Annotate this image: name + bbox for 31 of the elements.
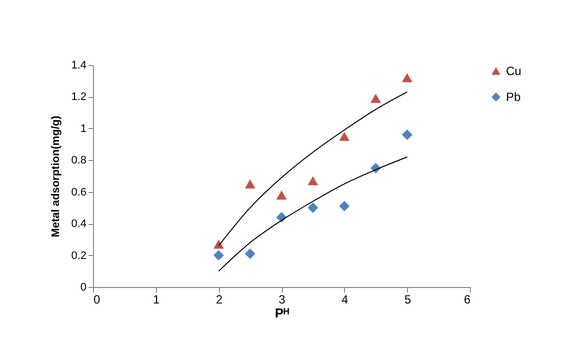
- point: [339, 132, 350, 141]
- y-tick-label: 1: [80, 122, 86, 135]
- x-tick-label: 5: [404, 292, 412, 306]
- y-tick-label: 0: [80, 282, 86, 294]
- point: [244, 179, 256, 188]
- point: [370, 94, 381, 103]
- x-tick-label: 6: [464, 292, 471, 306]
- y-tick-label: 0.4: [71, 218, 86, 230]
- y-axis-title: Metal adsorption(mg/g): [50, 115, 62, 238]
- point: [308, 202, 318, 213]
- y-tick-label: 1.2: [71, 91, 86, 104]
- y-tick-label: 0.8: [71, 154, 86, 167]
- y-tick-label: 0.6: [71, 186, 86, 198]
- x-tick-label: 0: [94, 292, 100, 306]
- legend-label: Pb: [506, 90, 522, 104]
- x-tick-label: 3: [278, 292, 286, 306]
- point: [402, 73, 412, 82]
- y-tick-label: 0.2: [71, 250, 86, 262]
- x-tick-label: 4: [341, 292, 348, 306]
- point: [339, 200, 350, 212]
- y-tick-label: 1.4: [71, 60, 86, 72]
- x-tick-label: 2: [216, 292, 223, 306]
- line-series: [218, 156, 408, 272]
- x-tick-label: 1: [152, 292, 160, 306]
- point: [308, 176, 318, 186]
- point: [276, 190, 287, 200]
- x-axis-title: Pᴴ: [274, 306, 290, 320]
- point: [402, 130, 412, 140]
- legend-label: Cu: [506, 64, 522, 78]
- point: [213, 250, 224, 261]
- point: [244, 248, 256, 259]
